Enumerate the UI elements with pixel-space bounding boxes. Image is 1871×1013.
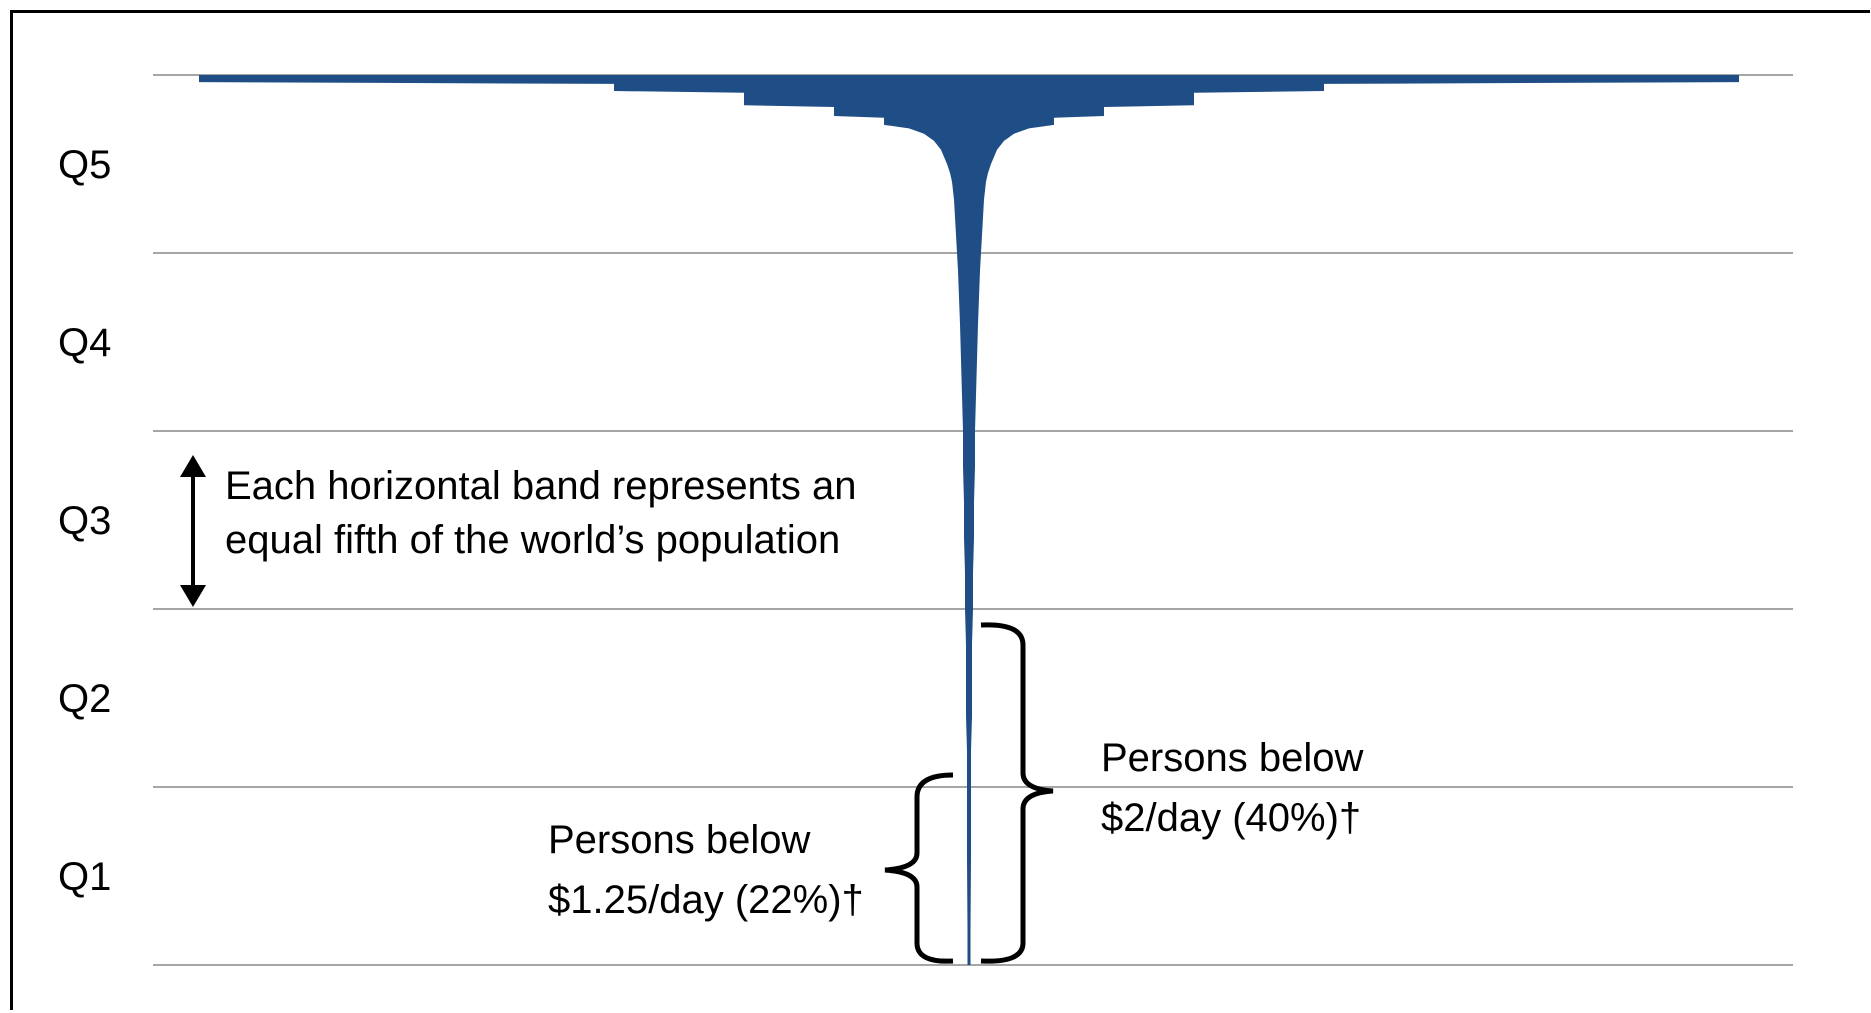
quintile-label-q5: Q5 [58, 143, 111, 187]
band-note-line-1: Each horizontal band represents an [225, 464, 857, 508]
quintile-label-q3: Q3 [58, 499, 111, 543]
brace-below-2-dollars [980, 622, 1054, 964]
below-1-25-label-line-1: Persons below [548, 818, 810, 862]
quintile-label-q1: Q1 [58, 855, 111, 899]
below-1-25-label-line-2: $1.25/day (22%)† [548, 878, 864, 922]
band-note-line-2: equal fifth of the world’s population [225, 518, 840, 562]
chart-frame: Q5 Q4 Q3 Q2 Q1 Each horizontal band represen… [10, 10, 1870, 1010]
below-2-label-line-2: $2/day (40%)† [1101, 796, 1361, 840]
quintile-labels: Q5 Q4 Q3 Q2 Q1 [58, 143, 111, 899]
below-2-label-line-1: Persons below [1101, 736, 1363, 780]
income-distribution-chart: Q5 Q4 Q3 Q2 Q1 Each horizontal band represen… [58, 74, 1793, 966]
band-size-arrow [180, 455, 206, 607]
brace-below-1-25-dollars [884, 772, 954, 964]
quintile-label-q2: Q2 [58, 677, 111, 721]
quintile-label-q4: Q4 [58, 321, 111, 365]
income-distribution-shape [199, 75, 1739, 965]
